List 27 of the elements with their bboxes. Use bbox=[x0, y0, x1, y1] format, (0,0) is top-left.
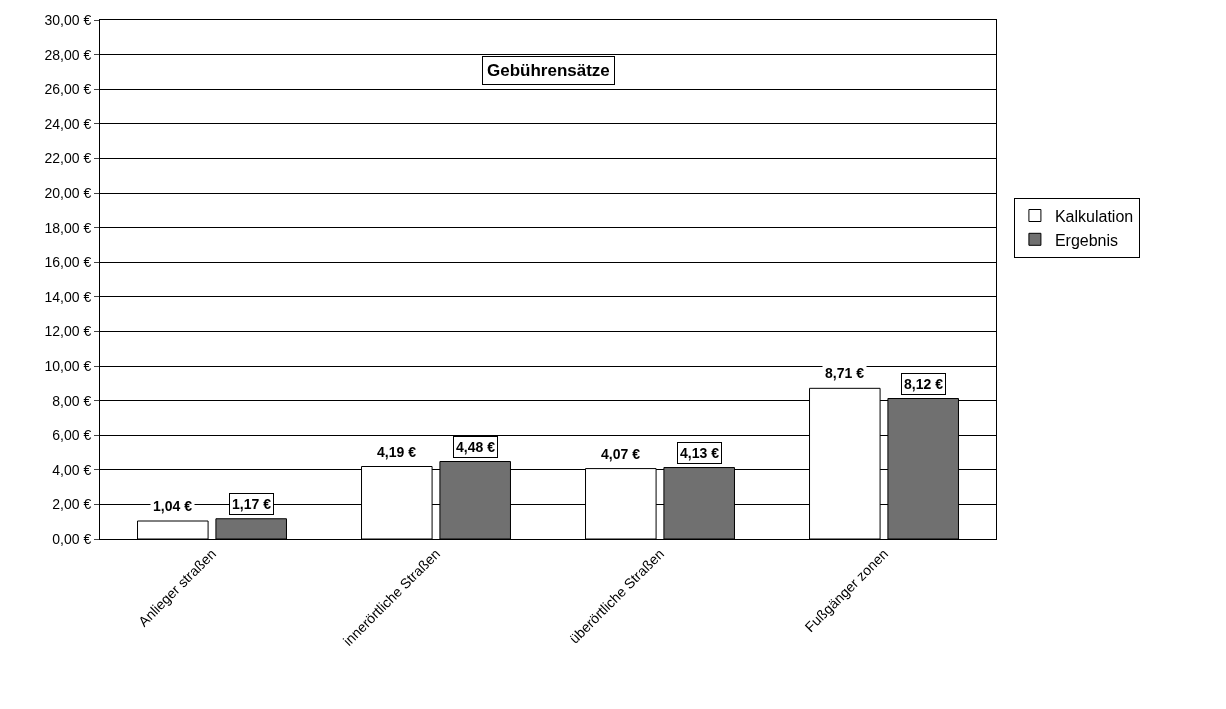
text: Gebührensätze bbox=[487, 61, 610, 80]
y-tick-label: 18,00 € bbox=[44, 219, 92, 236]
y-tick-label: 16,00 € bbox=[44, 254, 92, 271]
y-tick-label: 6,00 € bbox=[52, 427, 92, 444]
y-tick-label: 12,00 € bbox=[44, 323, 92, 340]
data-label: 1,04 € bbox=[153, 498, 193, 514]
data-label: 4,13 € bbox=[680, 445, 720, 461]
data-label: 4,48 € bbox=[456, 439, 496, 455]
y-tick-label: 8,00 € bbox=[52, 392, 92, 409]
data-label: 1,17 € bbox=[232, 496, 272, 512]
y-tick-label: 30,00 € bbox=[44, 11, 92, 28]
legend-label: Ergebnis bbox=[1054, 231, 1119, 249]
y-tick-label: 22,00 € bbox=[44, 150, 92, 167]
y-tick-label: 20,00 € bbox=[44, 184, 92, 201]
data-label: 8,12 € bbox=[904, 376, 944, 392]
legend-label: Kalkulation bbox=[1054, 207, 1134, 225]
data-label: 4,07 € bbox=[601, 446, 641, 462]
y-tick-label: 2,00 € bbox=[52, 496, 92, 513]
y-tick-label: 14,00 € bbox=[44, 288, 92, 305]
y-tick-label: 26,00 € bbox=[44, 81, 92, 98]
y-tick-label: 10,00 € bbox=[44, 357, 92, 374]
y-tick-label: 28,00 € bbox=[44, 46, 92, 63]
data-label: 8,71 € bbox=[825, 365, 865, 381]
data-label: 4,19 € bbox=[377, 444, 417, 460]
y-tick-label: 24,00 € bbox=[44, 115, 92, 132]
y-tick-label: 4,00 € bbox=[52, 461, 92, 478]
y-tick-label: 0,00 € bbox=[52, 530, 92, 547]
